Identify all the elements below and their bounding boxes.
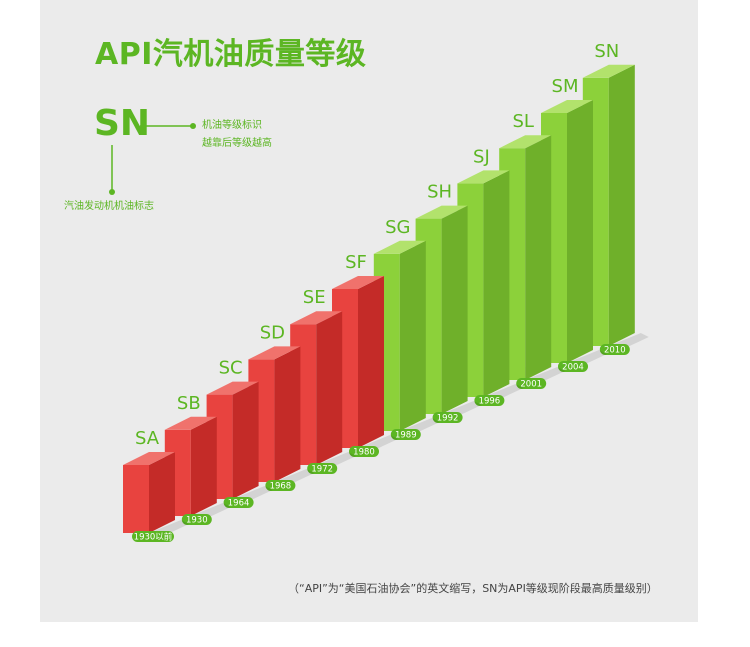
grade-label-sb: SB [177, 393, 201, 414]
year-pill [265, 480, 296, 491]
bar-top-sb [164, 416, 217, 430]
bar-top-sh [415, 205, 468, 219]
year-label-sc: 1964 [228, 499, 250, 509]
year-pill [432, 412, 463, 423]
bar-side-sb [190, 416, 217, 516]
bar-top-se [290, 311, 343, 325]
legend-engine-label: 汽油发动机机油标志 [64, 201, 154, 212]
bar-se: SE 1972 [290, 287, 357, 475]
bar-front-sa [123, 465, 149, 533]
bar-side-sg [399, 240, 426, 431]
grade-label-sd: SD [260, 322, 285, 343]
year-pill [349, 446, 379, 457]
bar-top-sm [541, 100, 593, 113]
bar-side-sc [232, 381, 259, 499]
bar-top-sg [373, 240, 426, 254]
grade-label-sh: SH [427, 182, 452, 203]
grade-label-sf: SF [345, 252, 367, 273]
year-label-sd: 1968 [270, 482, 292, 492]
bar-sa: SA 1930以前 [123, 428, 189, 543]
bar-sl: SL 2001 [499, 111, 566, 390]
year-pill [599, 344, 630, 355]
grade-label-sm: SM [552, 76, 579, 97]
year-pill [390, 429, 421, 440]
year-label-sa: 1930以前 [134, 532, 173, 543]
bar-side-se [316, 311, 343, 465]
bar-side-sh [441, 205, 468, 414]
bar-top-sc [206, 381, 259, 395]
bar-top-sl [499, 135, 552, 149]
legend-desc-line2: 越靠后等级越高 [202, 138, 272, 149]
bar-sh: SH 1992 [415, 182, 482, 424]
year-pill [516, 378, 547, 389]
grade-label-sa: SA [135, 428, 160, 449]
bar-sm: SM 2004 [541, 76, 607, 373]
year-label-sm: 2004 [562, 363, 584, 373]
year-label-sb: 1930 [186, 516, 208, 526]
bar-top-sf [332, 276, 384, 289]
bar-top-sa [123, 452, 175, 465]
year-label-sn: 2010 [604, 346, 626, 356]
year-pill [474, 395, 505, 406]
bar-top-sn [582, 64, 635, 78]
year-label-se: 1972 [311, 465, 333, 475]
bar-side-sd [274, 346, 301, 482]
bar-side-sa [149, 452, 175, 533]
bar-side-sl [525, 135, 552, 380]
grade-label-sn: SN [594, 41, 619, 62]
bar-side-sn [608, 64, 635, 347]
grade-label-se: SE [303, 287, 326, 308]
bar-top-sj [457, 170, 510, 184]
legend-connector [109, 123, 196, 195]
grade-label-sc: SC [219, 358, 243, 379]
grade-label-sj: SJ [473, 146, 490, 167]
footnote: （“API”为“美国石油协会”的英文缩写，SN为API等级现阶段最高质量级别） [288, 582, 658, 595]
year-pill [307, 463, 338, 474]
legend-desc-line1: 机油等级标识 [202, 120, 262, 131]
year-pill [558, 361, 588, 372]
grade-label-sl: SL [512, 111, 533, 132]
year-label-sj: 1996 [479, 397, 501, 407]
bar-top-sd [248, 346, 301, 360]
chart-title: API汽机油质量等级 [95, 37, 367, 72]
bar-sf: SF 1980 [332, 252, 398, 458]
year-pill [132, 531, 174, 542]
bar-side-sj [483, 170, 510, 397]
year-pill [181, 514, 212, 525]
year-label-sg: 1989 [395, 431, 417, 441]
year-pill [223, 497, 254, 508]
year-label-sh: 1992 [437, 414, 459, 424]
year-label-sf: 1980 [353, 448, 375, 458]
grade-label-sg: SG [385, 217, 410, 238]
legend-sample-grade: SN [94, 103, 151, 144]
bar-side-sm [567, 100, 593, 363]
year-label-sl: 2001 [520, 380, 542, 390]
bar-side-sf [358, 276, 384, 448]
